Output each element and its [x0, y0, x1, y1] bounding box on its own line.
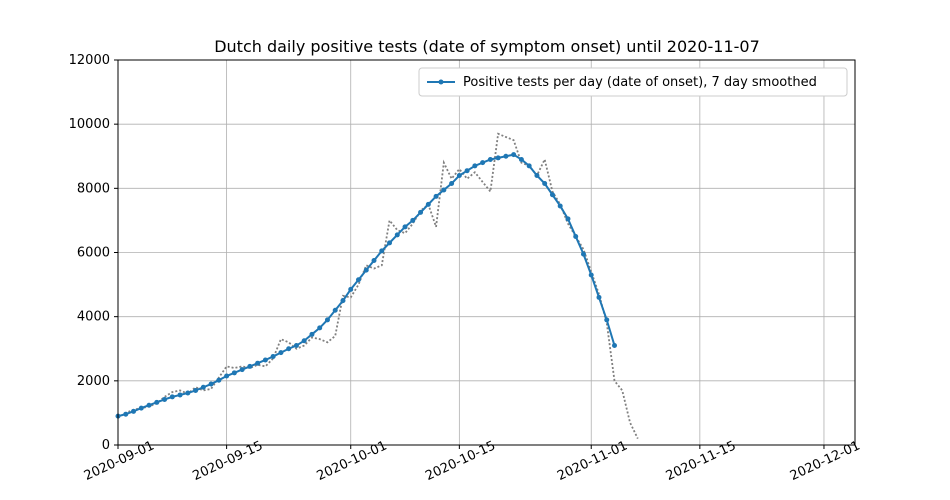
- data-point: [433, 193, 439, 199]
- data-point: [169, 394, 175, 400]
- series-line: [117, 153, 616, 418]
- data-point: [480, 160, 486, 166]
- data-point: [379, 248, 385, 254]
- data-point: [387, 240, 393, 246]
- data-point: [487, 156, 493, 162]
- data-point: [511, 152, 517, 158]
- data-point: [131, 408, 137, 414]
- data-point: [123, 411, 129, 417]
- data-point: [293, 343, 299, 349]
- data-point: [270, 353, 276, 359]
- data-point: [495, 155, 501, 161]
- y-tick-label: 2000: [77, 374, 110, 389]
- data-point: [402, 224, 408, 230]
- data-point: [247, 363, 253, 369]
- data-point: [534, 173, 540, 178]
- data-point: [588, 272, 594, 278]
- data-point: [146, 402, 152, 408]
- data-point: [425, 201, 431, 207]
- data-point: [518, 156, 524, 162]
- chart-title: Dutch daily positive tests (date of symp…: [214, 37, 760, 56]
- data-point: [573, 233, 579, 239]
- data-point: [208, 381, 214, 387]
- data-point: [193, 387, 199, 393]
- data-point: [216, 377, 222, 383]
- data-point: [612, 343, 618, 349]
- data-point: [239, 367, 245, 373]
- y-tick-label: 12000: [69, 53, 110, 68]
- data-point: [549, 192, 555, 198]
- data-point: [456, 173, 462, 178]
- series-line: [117, 132, 639, 439]
- data-point: [557, 203, 563, 209]
- legend-label: Positive tests per day (date of onset), …: [463, 75, 817, 90]
- data-point: [177, 392, 183, 398]
- data-point: [580, 251, 586, 257]
- data-point: [418, 209, 424, 215]
- data-point: [355, 277, 361, 283]
- data-point: [309, 331, 315, 337]
- data-point: [503, 153, 509, 159]
- y-tick-label: 0: [102, 438, 110, 453]
- data-point: [224, 373, 230, 379]
- y-tick-label: 6000: [77, 246, 110, 261]
- data-point: [596, 294, 602, 300]
- plot-frame: [117, 59, 856, 446]
- y-tick-label: 10000: [69, 117, 110, 132]
- legend-marker: [438, 79, 444, 85]
- data-point: [526, 163, 532, 169]
- data-point: [286, 346, 292, 352]
- data-point: [472, 163, 478, 169]
- data-point: [138, 405, 144, 411]
- y-tick-label: 8000: [77, 181, 110, 196]
- data-point: [363, 267, 369, 273]
- data-point: [348, 286, 354, 292]
- data-point: [231, 370, 237, 376]
- data-point: [332, 307, 338, 313]
- data-point: [464, 168, 470, 174]
- data-point: [255, 360, 261, 366]
- data-point: [262, 357, 268, 363]
- data-point: [394, 232, 400, 238]
- data-point: [185, 390, 191, 396]
- data-point: [301, 338, 307, 344]
- data-point: [317, 325, 323, 331]
- data-point: [162, 396, 168, 402]
- data-point: [340, 298, 346, 304]
- data-point: [542, 181, 548, 187]
- data-point: [449, 181, 455, 187]
- data-point: [154, 399, 160, 405]
- data-point: [604, 317, 610, 323]
- legend-box: [418, 67, 848, 97]
- data-point: [410, 217, 416, 223]
- data-point: [278, 350, 284, 356]
- data-point: [565, 216, 571, 222]
- data-point: [200, 384, 206, 390]
- data-point: [324, 317, 330, 323]
- data-point: [371, 258, 377, 264]
- y-tick-label: 4000: [77, 310, 110, 325]
- data-point: [441, 187, 447, 193]
